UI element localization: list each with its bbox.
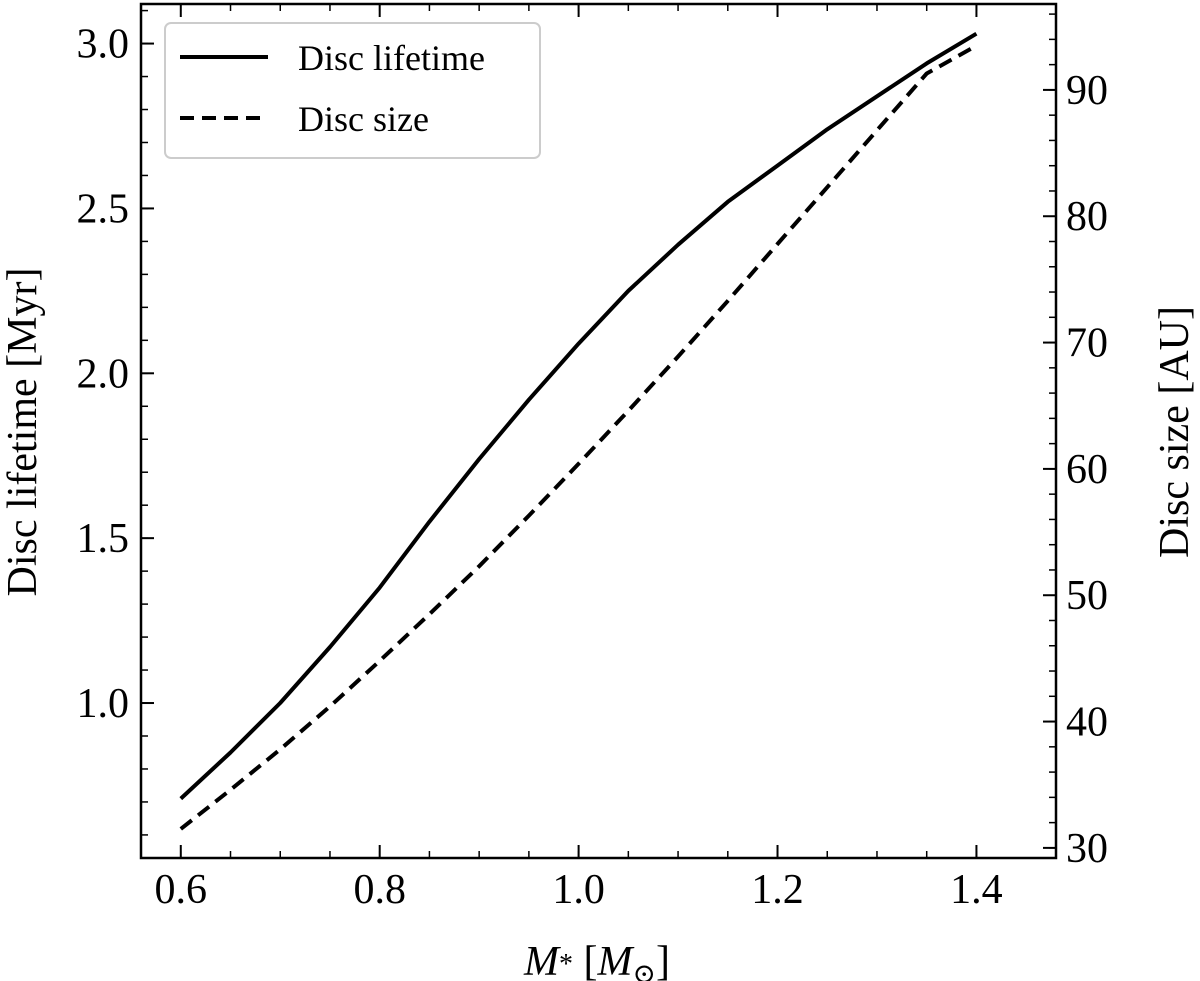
y2-tick-label: 40 bbox=[1066, 700, 1108, 746]
y-tick-label: 2.0 bbox=[77, 351, 130, 397]
y-axis-label-right: Disc size [AU] bbox=[1152, 306, 1198, 558]
legend-label-disc-size: Disc size bbox=[298, 99, 429, 139]
x-tick-label: 1.4 bbox=[950, 867, 1003, 913]
plot-border bbox=[139, 2, 1058, 860]
y2-tick-label: 80 bbox=[1066, 194, 1108, 240]
y2-tick-label: 70 bbox=[1066, 321, 1108, 367]
x-tick-label: 0.8 bbox=[353, 867, 406, 913]
y2-tick-label: 30 bbox=[1066, 826, 1108, 872]
x-tick-label: 1.0 bbox=[552, 867, 605, 913]
y-axis-right: 30 40 50 60 70 80 90 bbox=[1043, 13, 1108, 872]
y2-tick-label: 50 bbox=[1066, 573, 1108, 619]
y-tick-label: 1.0 bbox=[77, 681, 130, 727]
series-layer bbox=[179, 31, 978, 831]
y2-tick-label: 60 bbox=[1066, 447, 1108, 493]
x-axis-label: M* [M⊙] bbox=[523, 939, 670, 981]
x-tick-label: 0.6 bbox=[155, 867, 208, 913]
y-tick-label: 3.0 bbox=[77, 22, 130, 68]
y-tick-label: 2.5 bbox=[77, 186, 130, 232]
x-axis: 0.6 0.8 1.0 1.2 1.4 bbox=[155, 4, 1003, 913]
x-tick-label: 1.2 bbox=[751, 867, 804, 913]
series-line-disc-size bbox=[179, 43, 978, 831]
plot-frame bbox=[139, 2, 1058, 860]
y-tick-label: 1.5 bbox=[77, 516, 130, 562]
series-line-disc-lifetime bbox=[179, 31, 978, 801]
y2-tick-label: 90 bbox=[1066, 68, 1108, 114]
legend: Disc lifetime Disc size bbox=[164, 22, 541, 159]
y-axis-label-left: Disc lifetime [Myr] bbox=[0, 268, 46, 597]
legend-label-disc-lifetime: Disc lifetime bbox=[298, 38, 485, 78]
y-axis-left: 1.0 1.5 2.0 2.5 3.0 bbox=[77, 9, 154, 836]
